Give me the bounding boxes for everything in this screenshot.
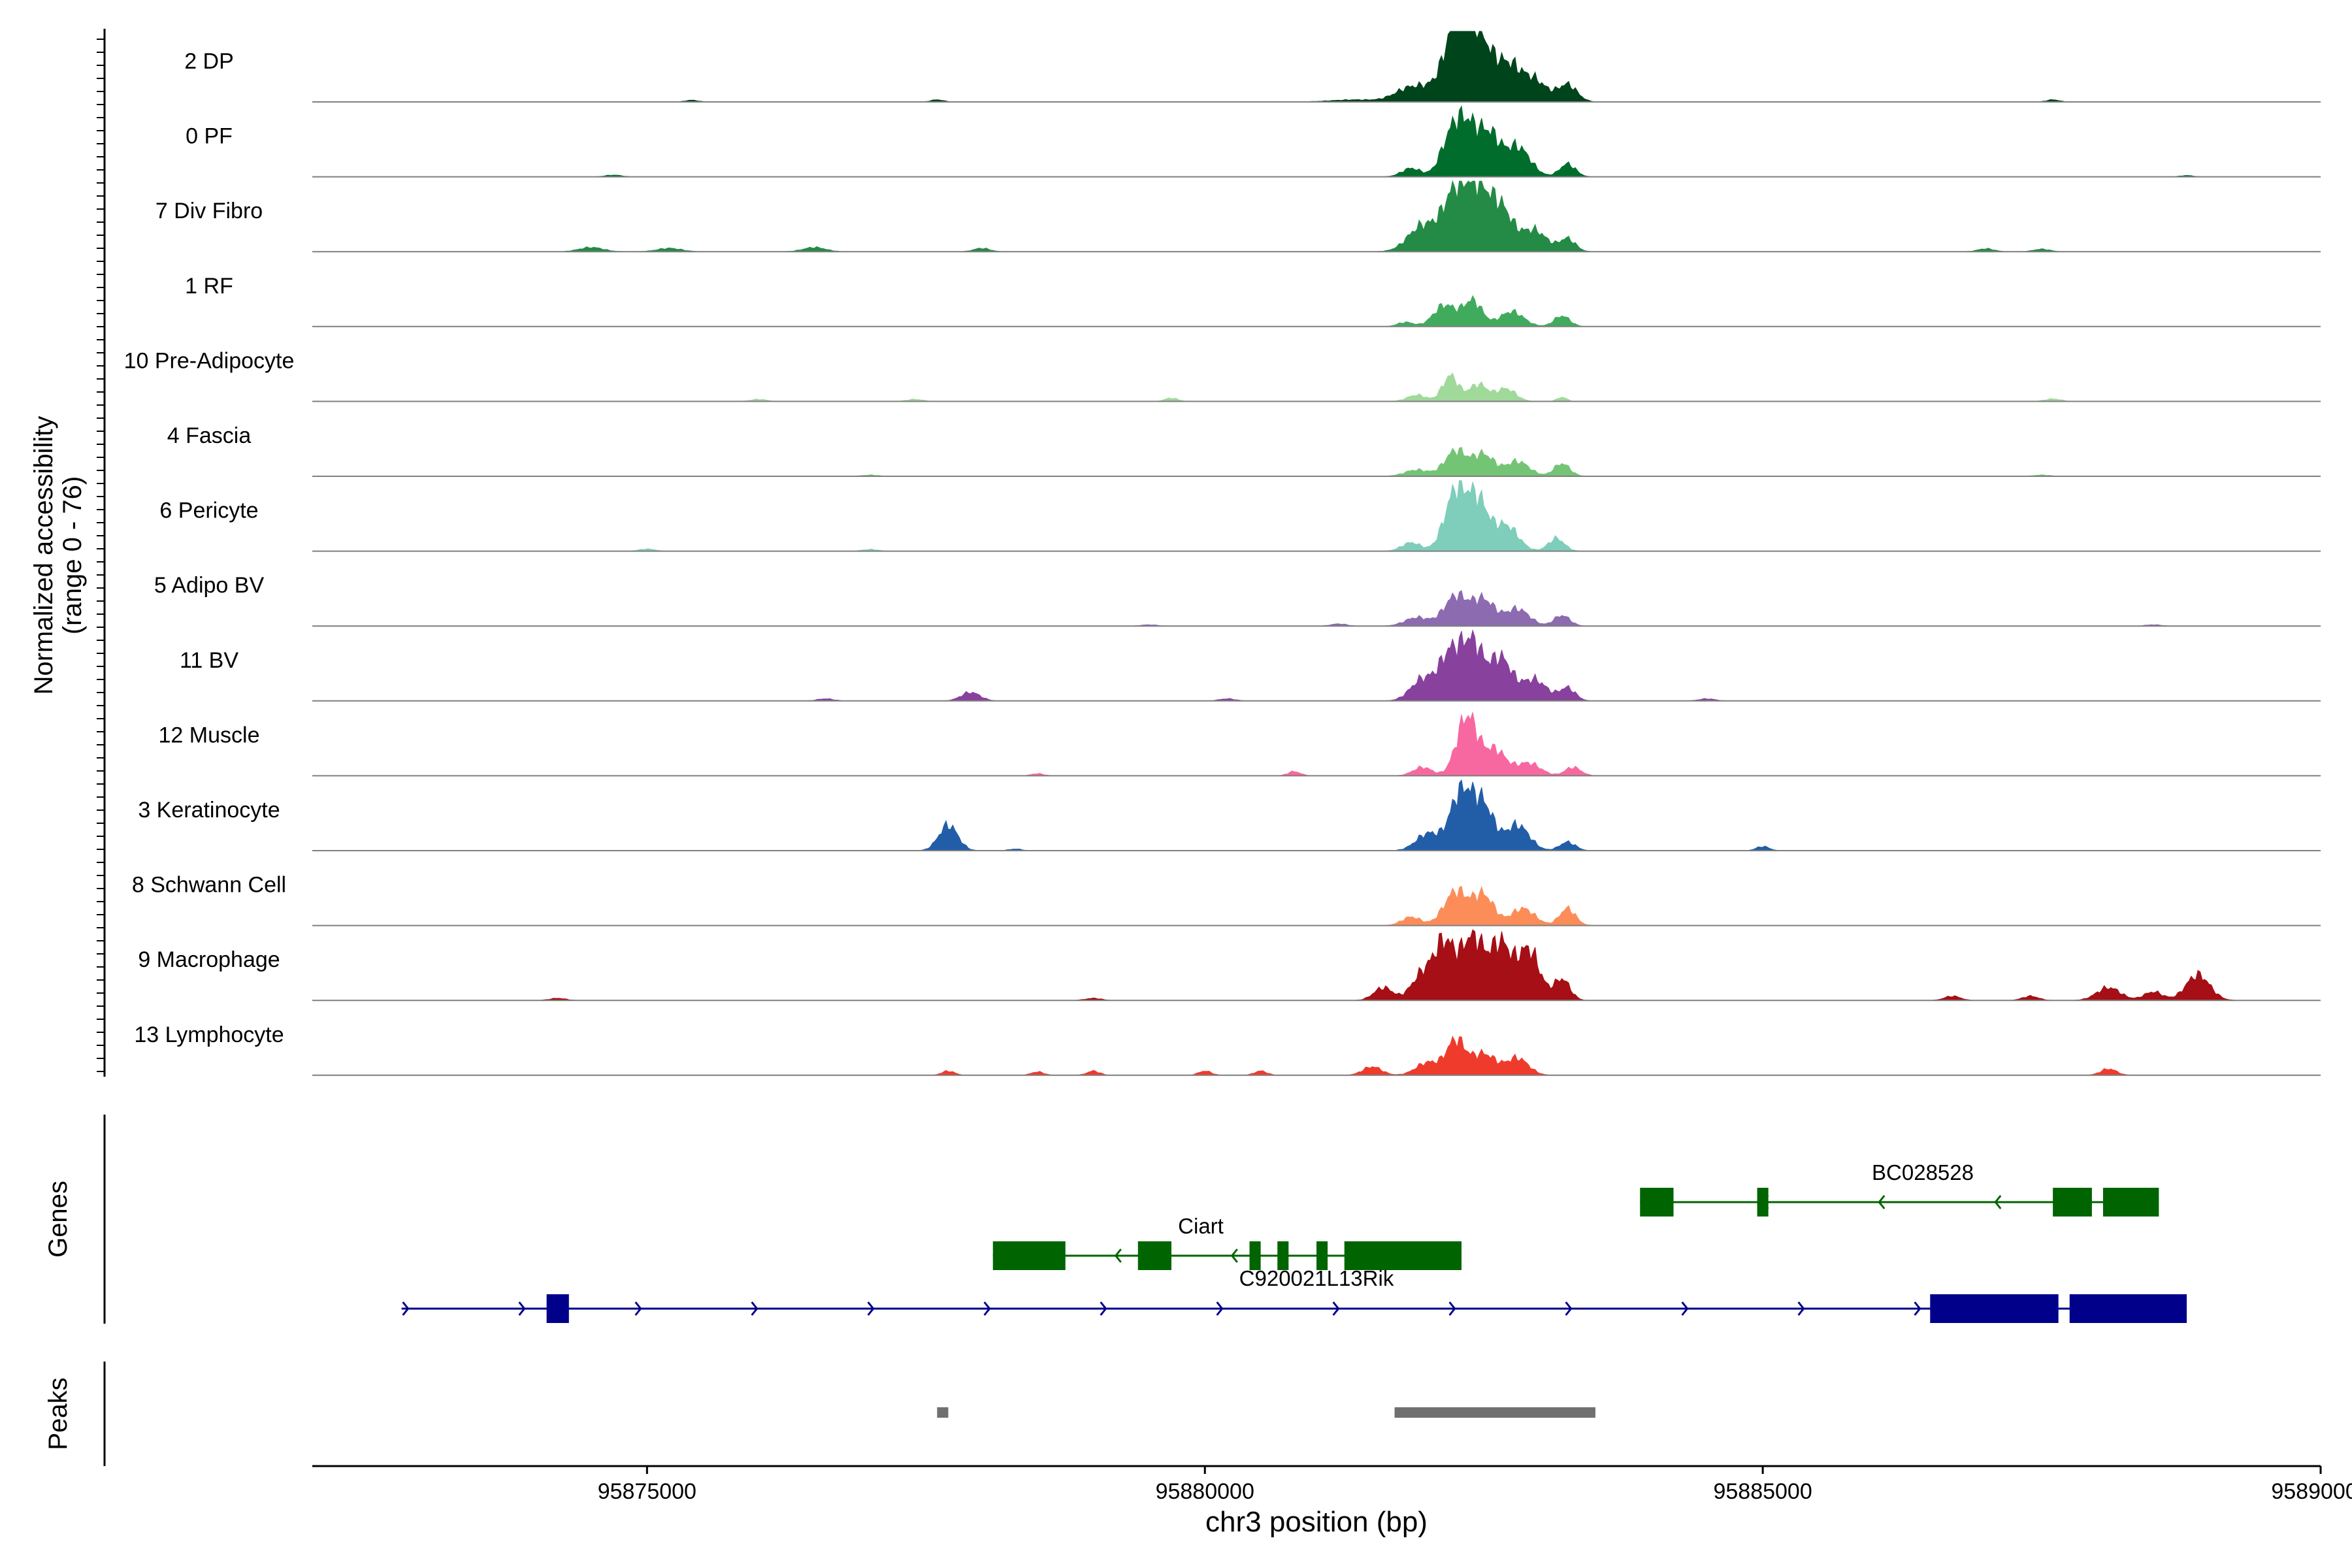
gene-exon: [1640, 1188, 1674, 1217]
strand-arrow: [1878, 1195, 1886, 1209]
gene-label: BC028528: [1872, 1160, 1974, 1184]
gene-exon: [1930, 1294, 2059, 1323]
track-label: 3 Keratinocyte: [138, 798, 280, 823]
y-label-line1: Normalized accessibility: [29, 416, 58, 695]
track-5: 4 Fascia: [167, 423, 2321, 477]
x-tick-label: 95880000: [1156, 1479, 1254, 1504]
strand-arrow: [1230, 1249, 1238, 1263]
genes-track: BC028528 Ciart C920021L13Rik: [401, 1160, 2187, 1323]
track-label: 11 BV: [180, 648, 238, 673]
coverage-tracks: 2 DP 0 PF 7 Div Fibro 1 RF 10 Pre-Adipocyte 4…: [124, 31, 2321, 1076]
gene-exon: [1137, 1241, 1171, 1270]
gene-exon: [2102, 1188, 2159, 1217]
track-label: 6 Pericyte: [159, 498, 258, 523]
gene-0: BC028528: [1640, 1160, 2159, 1217]
track-1: 0 PF: [186, 105, 2321, 178]
track-area: [312, 929, 2321, 1001]
strand-arrow: [1681, 1301, 1689, 1316]
x-tick-label: 95890000: [2271, 1479, 2352, 1504]
peak-region-1: [1394, 1407, 1595, 1418]
peak-region-0: [937, 1407, 949, 1418]
track-4: 10 Pre-Adipocyte: [124, 348, 2321, 402]
track-area: [312, 372, 2321, 402]
strand-arrow: [983, 1301, 991, 1316]
strand-arrow: [1914, 1301, 1921, 1316]
track-label: 2 DP: [184, 49, 234, 74]
x-axis-title: chr3 position (bp): [1205, 1506, 1428, 1538]
gene-exon: [546, 1294, 569, 1323]
track-area: [312, 480, 2321, 552]
strand-arrow: [1114, 1249, 1122, 1263]
y-axis-label: Normalized accessibility (range 0 - 76): [29, 416, 87, 695]
track-2: 7 Div Fibro: [155, 180, 2321, 253]
y-label-line2: (range 0 - 76): [58, 476, 87, 634]
track-area: [312, 885, 2321, 926]
x-tick-label: 95875000: [598, 1479, 696, 1504]
gene-exon: [1249, 1241, 1261, 1270]
track-label: 13 Lymphocyte: [134, 1022, 284, 1047]
strand-arrow: [402, 1301, 410, 1316]
gene-exon: [2069, 1294, 2187, 1323]
track-9: 12 Muscle: [159, 712, 2321, 777]
track-12: 9 Macrophage: [138, 929, 2321, 1002]
track-label: 9 Macrophage: [138, 947, 280, 972]
gene-label: Ciart: [1178, 1214, 1224, 1238]
track-area: [312, 180, 2321, 252]
track-7: 5 Adipo BV: [154, 573, 2321, 627]
track-area: [312, 779, 2321, 851]
track-label: 0 PF: [186, 124, 233, 149]
strand-arrow: [1216, 1301, 1224, 1316]
strand-arrow: [1994, 1195, 2002, 1209]
gene-exon: [2053, 1188, 2092, 1217]
peaks-label: Peaks: [44, 1377, 73, 1450]
coverage-y-ticks: [97, 39, 105, 1072]
track-label: 12 Muscle: [159, 723, 260, 747]
track-label: 7 Div Fibro: [155, 199, 263, 223]
x-axis-ticks: 95875000 95880000 95885000 95890000: [598, 1466, 2352, 1504]
gene-exon: [1277, 1241, 1289, 1270]
track-0: 2 DP: [184, 31, 2321, 103]
track-area: [312, 629, 2321, 702]
strand-arrow: [518, 1301, 526, 1316]
gene-exon: [1316, 1241, 1328, 1270]
track-area: [312, 712, 2321, 776]
track-10: 3 Keratinocyte: [138, 779, 2321, 851]
track-label: 10 Pre-Adipocyte: [124, 348, 295, 373]
strand-arrow: [634, 1301, 642, 1316]
track-label: 1 RF: [185, 274, 233, 299]
strand-arrow: [1332, 1301, 1340, 1316]
strand-arrow: [751, 1301, 759, 1316]
track-area: [312, 295, 2321, 327]
gene-1: Ciart: [992, 1214, 1462, 1270]
genes-label: Genes: [44, 1181, 73, 1258]
track-6: 6 Pericyte: [159, 480, 2321, 552]
track-13: 13 Lymphocyte: [134, 1022, 2321, 1076]
track-label: 8 Schwann Cell: [132, 873, 286, 898]
track-area: [312, 1036, 2321, 1076]
track-label: 5 Adipo BV: [154, 573, 265, 598]
strand-arrow: [1448, 1301, 1456, 1316]
strand-arrow: [1100, 1301, 1107, 1316]
peaks-track: [937, 1407, 1595, 1418]
track-area: [312, 31, 2321, 103]
strand-arrow: [1797, 1301, 1805, 1316]
track-label: 4 Fascia: [167, 423, 252, 448]
gene-2: C920021L13Rik: [401, 1266, 2187, 1323]
track-area: [312, 446, 2321, 477]
gene-exon: [1344, 1241, 1462, 1270]
track-3: 1 RF: [185, 274, 2321, 327]
gene-label: C920021L13Rik: [1239, 1266, 1394, 1290]
track-area: [312, 105, 2321, 178]
strand-arrow: [1565, 1301, 1573, 1316]
gene-exon: [992, 1241, 1066, 1270]
x-tick-label: 95885000: [1713, 1479, 1812, 1504]
track-area: [312, 590, 2321, 627]
track-11: 8 Schwann Cell: [132, 873, 2321, 926]
gene-exon: [1757, 1188, 1769, 1217]
track-8: 11 BV: [180, 629, 2321, 702]
strand-arrow: [867, 1301, 875, 1316]
